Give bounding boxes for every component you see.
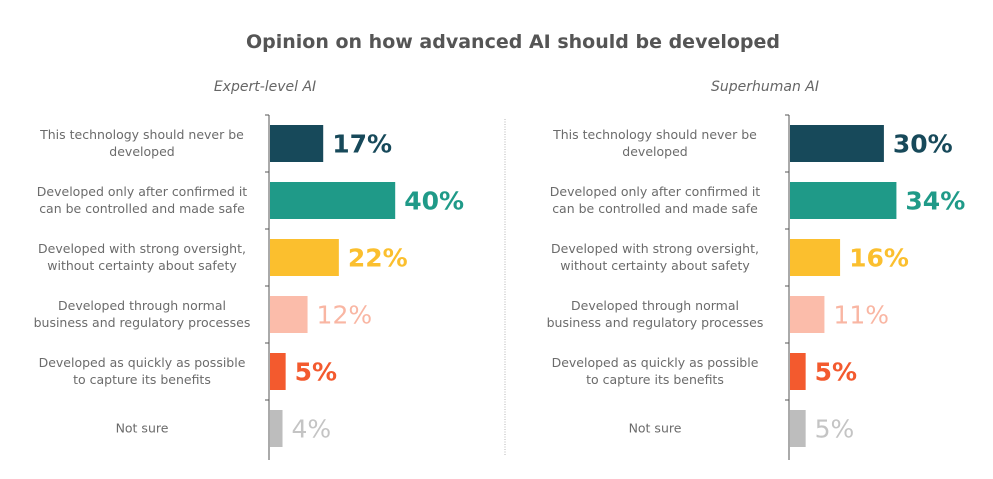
category-label-superhuman-4: business and regulatory processes	[547, 315, 764, 330]
value-label-expert-3: 22%	[348, 244, 408, 273]
category-label-superhuman-2: can be controlled and made safe	[552, 201, 758, 216]
category-label-superhuman-6: Not sure	[629, 421, 682, 436]
category-label-expert-2: can be controlled and made safe	[39, 201, 245, 216]
category-label-expert-1: This technology should never be	[39, 127, 244, 142]
value-label-expert-5: 5%	[295, 358, 337, 387]
category-label-expert-2: Developed only after confirmed it	[37, 184, 247, 199]
left-panel-subtitle: Expert-level AI	[214, 79, 316, 95]
category-label-expert-3: without certainty about safety	[47, 258, 237, 273]
bar-superhuman-5	[790, 353, 806, 390]
bar-superhuman-2	[790, 182, 897, 219]
value-label-superhuman-2: 34%	[905, 187, 965, 216]
category-label-superhuman-4: Developed through normal	[571, 298, 739, 313]
category-label-expert-6: Not sure	[116, 421, 169, 436]
value-label-superhuman-4: 11%	[833, 301, 889, 330]
bar-superhuman-3	[790, 239, 841, 276]
value-label-expert-6: 4%	[292, 415, 332, 444]
value-label-superhuman-3: 16%	[849, 244, 909, 273]
category-label-superhuman-5: to capture its benefits	[586, 372, 724, 387]
bar-superhuman-6	[790, 410, 806, 447]
chart-title: Opinion on how advanced AI should be dev…	[246, 31, 780, 53]
category-label-superhuman-2: Developed only after confirmed it	[550, 184, 760, 199]
category-label-superhuman-5: Developed as quickly as possible	[552, 355, 759, 370]
value-label-superhuman-5: 5%	[815, 358, 857, 387]
bar-expert-2	[270, 182, 396, 219]
bar-superhuman-1	[790, 125, 884, 162]
bar-expert-3	[270, 239, 339, 276]
category-label-expert-3: Developed with strong oversight,	[38, 241, 246, 256]
right-panel-subtitle: Superhuman AI	[711, 79, 819, 95]
category-label-superhuman-3: without certainty about safety	[560, 258, 750, 273]
category-label-expert-4: Developed through normal	[58, 298, 226, 313]
category-label-superhuman-1: developed	[622, 144, 687, 159]
value-label-superhuman-1: 30%	[893, 130, 953, 159]
value-label-superhuman-6: 5%	[815, 415, 855, 444]
category-label-expert-1: developed	[109, 144, 174, 159]
bar-superhuman-4	[790, 296, 825, 333]
category-label-superhuman-1: This technology should never be	[552, 127, 757, 142]
value-label-expert-2: 40%	[404, 187, 464, 216]
value-label-expert-1: 17%	[332, 130, 392, 159]
category-label-expert-5: Developed as quickly as possible	[39, 355, 246, 370]
category-label-expert-4: business and regulatory processes	[34, 315, 251, 330]
right-panel-superhuman-ai: 30% This technology should never be develo…	[547, 114, 965, 460]
category-label-expert-5: to capture its benefits	[73, 372, 211, 387]
value-label-expert-4: 12%	[317, 301, 373, 330]
bar-expert-1	[270, 125, 324, 162]
category-label-superhuman-3: Developed with strong oversight,	[551, 241, 759, 256]
bar-expert-6	[270, 410, 283, 447]
bar-expert-4	[270, 296, 308, 333]
bar-expert-5	[270, 353, 286, 390]
left-panel-expert-level-ai: 17% This technology should never be develo…	[34, 114, 464, 460]
